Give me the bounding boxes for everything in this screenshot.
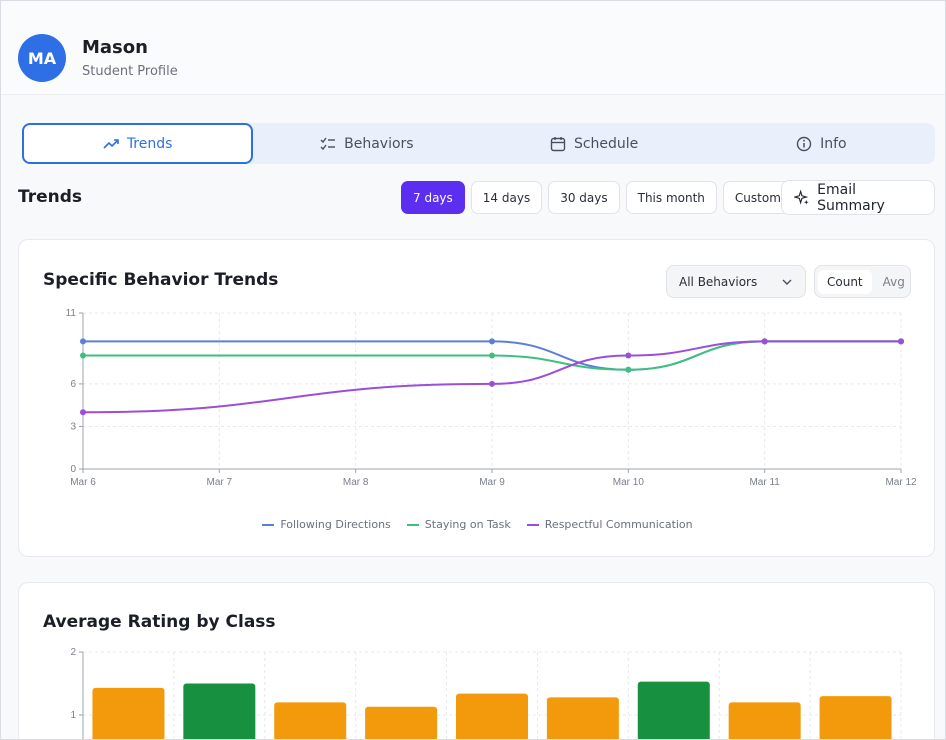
- data-point: [80, 409, 86, 416]
- data-point: [80, 352, 86, 359]
- range-14-days-button[interactable]: 14 days: [470, 181, 543, 214]
- x-tick-label: Mar 12: [885, 477, 917, 488]
- x-tick-label: Mar 9: [479, 477, 505, 488]
- bar: [183, 683, 256, 739]
- bar: [365, 706, 438, 739]
- email-summary-label: Email Summary: [817, 181, 885, 214]
- section-title: Trends: [18, 187, 83, 207]
- behavior-line-chart: 0 3 6 11 Mar 6 Mar 7 Mar 8 Mar 9 Mar 10 Mar 11 Mar…: [66, 308, 917, 488]
- tab-label: Behaviors: [344, 135, 414, 152]
- legend-swatch: [406, 523, 419, 526]
- y-tick-label: 1: [70, 710, 76, 721]
- behavior-trends-card: Specific Behavior Trends All Behaviors C…: [18, 239, 935, 557]
- legend-swatch: [262, 523, 275, 526]
- sparkles-icon: [794, 189, 809, 205]
- y-tick-label: 3: [70, 421, 76, 432]
- student-name: Mason: [82, 37, 148, 58]
- behavior-filter-value: All Behaviors: [679, 274, 758, 289]
- tab-behaviors[interactable]: Behaviors: [253, 123, 480, 164]
- bar: [728, 702, 801, 739]
- behavior-filter-select[interactable]: All Behaviors: [666, 265, 806, 298]
- checklist-icon: [320, 137, 336, 150]
- range-7-days-button[interactable]: 7 days: [401, 181, 465, 214]
- data-point: [80, 338, 86, 345]
- student-subtitle: Student Profile: [82, 64, 178, 79]
- x-tick-label: Mar 11: [749, 477, 780, 488]
- bar: [456, 693, 528, 739]
- bar: [819, 696, 892, 739]
- toggle-count[interactable]: Count: [818, 269, 872, 294]
- calendar-icon: [550, 136, 566, 151]
- bar: [546, 697, 619, 739]
- email-summary-button[interactable]: Email Summary: [781, 180, 935, 215]
- legend-item: Respectful Communication: [526, 518, 693, 531]
- toggle-avg[interactable]: Avg: [882, 274, 905, 289]
- range-30-days-button[interactable]: 30 days: [548, 181, 620, 214]
- tab-label: Trends: [126, 135, 173, 152]
- profile-header: MA Mason Student Profile: [1, 1, 945, 95]
- legend-item: Staying on Task: [406, 518, 511, 531]
- data-point: [489, 380, 495, 387]
- legend-label: Following Directions: [280, 518, 391, 531]
- avatar: MA: [18, 34, 66, 82]
- trending-up-icon: [103, 138, 119, 149]
- behavior-trends-title: Specific Behavior Trends: [43, 270, 279, 290]
- data-point: [489, 352, 495, 359]
- data-point: [489, 338, 495, 345]
- tab-label: Info: [820, 135, 847, 152]
- y-tick-label: 0: [70, 464, 76, 475]
- range-this-month-button[interactable]: This month: [625, 181, 717, 214]
- info-icon: [796, 136, 812, 151]
- tab-schedule[interactable]: Schedule: [481, 123, 708, 164]
- legend-item: Following Directions: [262, 518, 391, 531]
- count-avg-toggle: Count Avg: [814, 265, 911, 298]
- legend-label: Staying on Task: [424, 518, 511, 531]
- x-tick-label: Mar 10: [613, 477, 645, 488]
- tab-bar: Trends Behaviors Schedule Info: [22, 123, 935, 164]
- y-tick-label: 6: [70, 379, 76, 390]
- x-tick-label: Mar 6: [70, 477, 96, 488]
- x-tick-label: Mar 8: [343, 477, 369, 488]
- bar: [274, 702, 347, 739]
- date-range-group: 7 days 14 days 30 days This month Custom: [401, 181, 793, 214]
- data-point: [898, 338, 904, 345]
- data-point: [625, 352, 632, 359]
- tab-trends[interactable]: Trends: [22, 123, 254, 164]
- tab-info[interactable]: Info: [708, 123, 935, 164]
- y-tick-label: 11: [66, 308, 77, 319]
- legend-swatch: [526, 523, 539, 526]
- x-tick-label: Mar 7: [207, 477, 233, 488]
- bar: [92, 687, 165, 739]
- average-rating-bar-chart: 12: [70, 647, 902, 739]
- y-tick-label: 2: [70, 647, 76, 658]
- bar: [637, 681, 710, 739]
- series-line-2: [82, 340, 901, 414]
- legend-label: Respectful Communication: [544, 518, 693, 531]
- data-point: [625, 366, 632, 373]
- chevron-down-icon: [782, 279, 792, 285]
- average-rating-title: Average Rating by Class: [43, 612, 276, 632]
- chart-legend: Following Directions Staying on Task Res…: [19, 518, 936, 531]
- tab-label: Schedule: [573, 135, 639, 152]
- data-point: [761, 338, 768, 345]
